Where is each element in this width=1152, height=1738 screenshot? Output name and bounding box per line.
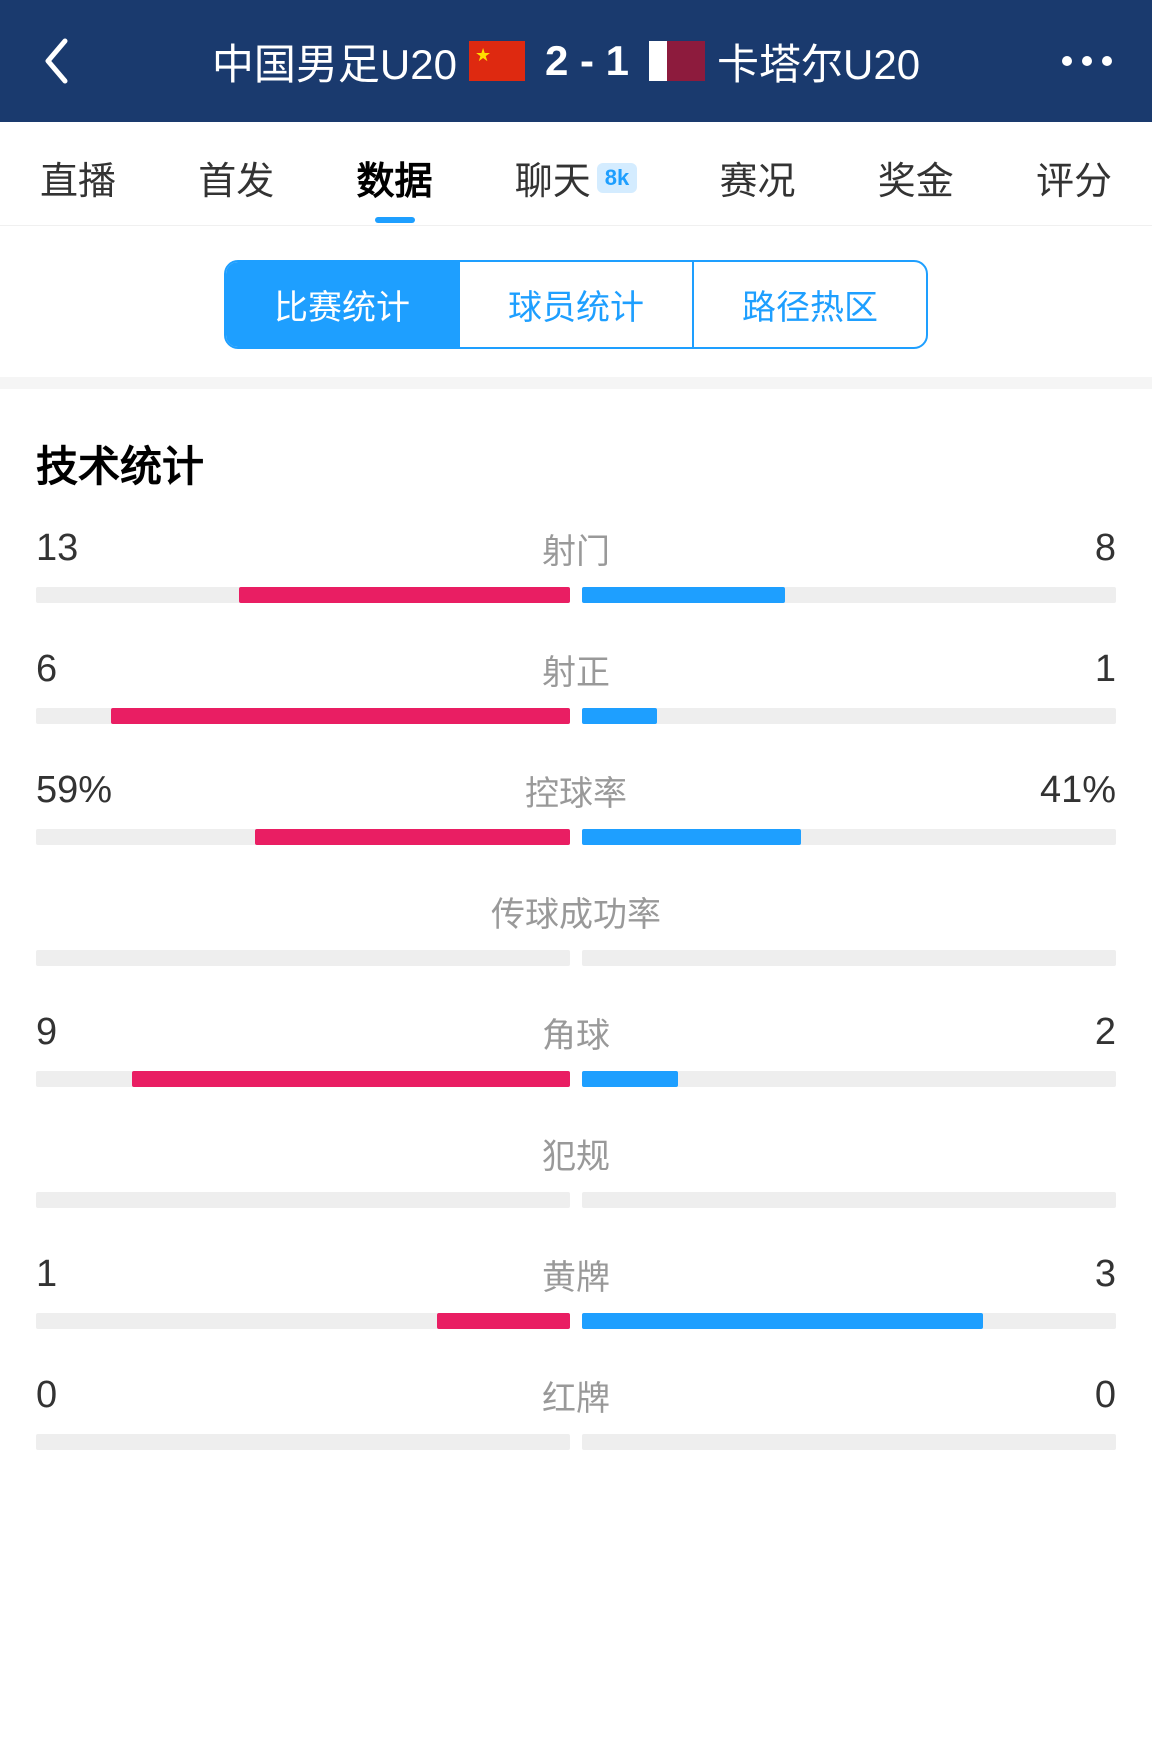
stat-bar-left (36, 950, 570, 966)
stat-bar-left (36, 708, 570, 724)
stat-left-value: 1 (36, 1253, 186, 1296)
stats-list: 13射门86射正159%控球率41%传球成功率9角球2犯规1黄牌30红牌0 (0, 524, 1152, 1450)
stat-bars (36, 1071, 1116, 1087)
stat-bar-right (582, 1192, 1116, 1208)
stat-right-value: 1 (966, 648, 1116, 691)
stat-bars (36, 1313, 1116, 1329)
stat-row: 犯规 (36, 1129, 1116, 1208)
stat-name: 射门 (186, 524, 966, 573)
tab-badge: 8k (597, 163, 637, 193)
tab-label: 评分 (1036, 150, 1112, 205)
home-flag-icon (469, 41, 525, 81)
stat-bar-left (36, 1313, 570, 1329)
stat-bar-right (582, 1434, 1116, 1450)
stats-subtabs: 比赛统计球员统计路径热区 (224, 260, 928, 349)
stat-row: 传球成功率 (36, 887, 1116, 966)
stat-name: 犯规 (186, 1129, 966, 1178)
stat-bar-left (36, 1071, 570, 1087)
stat-name: 角球 (186, 1008, 966, 1057)
more-menu-button[interactable] (1062, 56, 1112, 66)
section-title: 技术统计 (0, 389, 1152, 524)
stat-left-value: 0 (36, 1374, 186, 1417)
tab-2[interactable]: 数据 (357, 150, 433, 205)
stat-bar-left (36, 1192, 570, 1208)
tab-label: 直播 (40, 150, 116, 205)
tab-label: 首发 (198, 150, 274, 205)
stat-row: 59%控球率41% (36, 766, 1116, 845)
stat-left-value: 59% (36, 769, 186, 812)
stat-left-value: 6 (36, 648, 186, 691)
stat-bars (36, 1192, 1116, 1208)
subtab-0[interactable]: 比赛统计 (226, 262, 460, 347)
stat-name: 黄牌 (186, 1250, 966, 1299)
tab-3[interactable]: 聊天8k (515, 150, 638, 205)
match-score-title: 中国男足U20 2 - 1 卡塔尔U20 (212, 31, 920, 92)
stat-row: 9角球2 (36, 1008, 1116, 1087)
stat-bars (36, 950, 1116, 966)
tab-label: 数据 (357, 150, 433, 205)
stat-bars (36, 587, 1116, 603)
tab-1[interactable]: 首发 (198, 150, 274, 205)
tab-label: 奖金 (878, 150, 954, 205)
match-score: 2 - 1 (545, 37, 629, 85)
stat-bar-left (36, 829, 570, 845)
match-header: 中国男足U20 2 - 1 卡塔尔U20 (0, 0, 1152, 122)
tab-label: 聊天 (515, 150, 591, 205)
tab-4[interactable]: 赛况 (719, 150, 795, 205)
stat-name: 红牌 (186, 1371, 966, 1420)
stat-bars (36, 1434, 1116, 1450)
stat-row: 0红牌0 (36, 1371, 1116, 1450)
tab-6[interactable]: 评分 (1036, 150, 1112, 205)
away-team-name: 卡塔尔U20 (717, 31, 920, 92)
subtab-2[interactable]: 路径热区 (694, 262, 926, 347)
back-button[interactable] (40, 36, 70, 86)
stat-bars (36, 829, 1116, 845)
stat-bar-right (582, 1313, 1116, 1329)
home-team-name: 中国男足U20 (212, 31, 457, 92)
stat-right-value: 0 (966, 1374, 1116, 1417)
stat-row: 1黄牌3 (36, 1250, 1116, 1329)
stat-name: 传球成功率 (186, 887, 966, 936)
stat-bar-right (582, 829, 1116, 845)
stat-right-value: 3 (966, 1253, 1116, 1296)
stat-right-value: 8 (966, 527, 1116, 570)
stat-bar-left (36, 1434, 570, 1450)
stat-right-value: 41% (966, 769, 1116, 812)
stat-bar-left (36, 587, 570, 603)
stat-name: 射正 (186, 645, 966, 694)
stat-right-value: 2 (966, 1011, 1116, 1054)
chevron-left-icon (40, 36, 70, 86)
subtabs-container: 比赛统计球员统计路径热区 (0, 226, 1152, 389)
stat-bar-right (582, 950, 1116, 966)
stat-bar-right (582, 708, 1116, 724)
away-flag-icon (649, 41, 705, 81)
subtab-1[interactable]: 球员统计 (460, 262, 694, 347)
stat-bar-right (582, 1071, 1116, 1087)
stat-bars (36, 708, 1116, 724)
stat-left-value: 9 (36, 1011, 186, 1054)
tab-0[interactable]: 直播 (40, 150, 116, 205)
stat-bar-right (582, 587, 1116, 603)
stat-row: 13射门8 (36, 524, 1116, 603)
stat-row: 6射正1 (36, 645, 1116, 724)
tab-5[interactable]: 奖金 (878, 150, 954, 205)
stat-left-value: 13 (36, 527, 186, 570)
tab-label: 赛况 (719, 150, 795, 205)
stat-name: 控球率 (186, 766, 966, 815)
main-tabs: 直播 首发 数据 聊天8k 赛况 奖金 评分 (0, 122, 1152, 226)
